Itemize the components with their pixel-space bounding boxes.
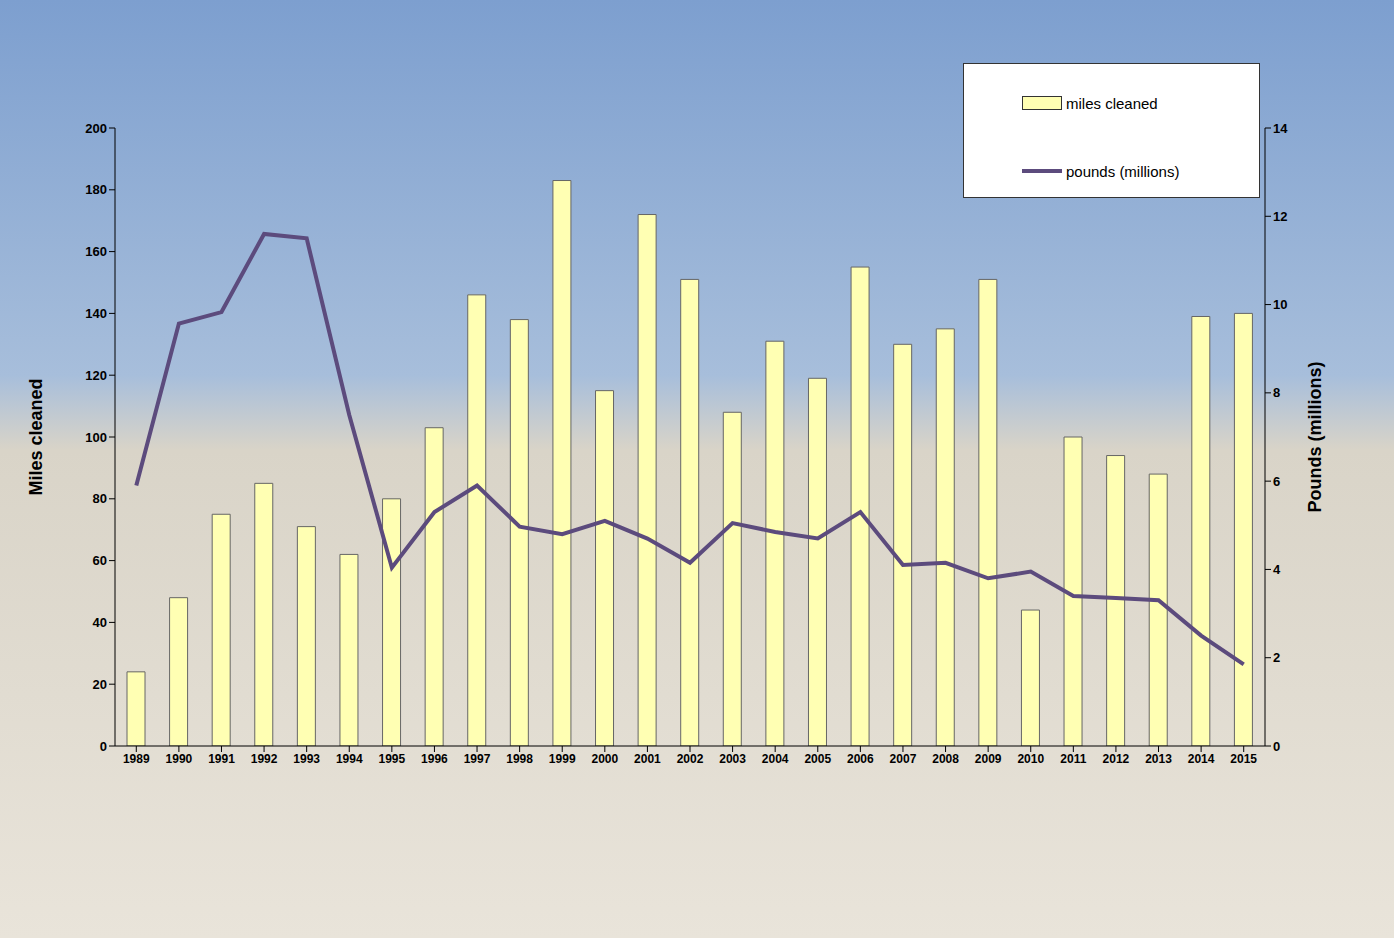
svg-text:1994: 1994 [336,752,363,766]
svg-text:2014: 2014 [1188,752,1215,766]
svg-text:Miles cleaned: Miles cleaned [26,378,46,495]
svg-text:2008: 2008 [932,752,959,766]
svg-text:2005: 2005 [804,752,831,766]
svg-text:2010: 2010 [1017,752,1044,766]
svg-text:1997: 1997 [464,752,491,766]
svg-text:2001: 2001 [634,752,661,766]
svg-text:40: 40 [93,615,107,630]
svg-text:1993: 1993 [293,752,320,766]
svg-text:2007: 2007 [890,752,917,766]
svg-text:20: 20 [93,677,107,692]
svg-text:1991: 1991 [208,752,235,766]
svg-text:60: 60 [93,553,107,568]
svg-text:4: 4 [1273,562,1281,577]
svg-text:1999: 1999 [549,752,576,766]
svg-text:2004: 2004 [762,752,789,766]
svg-text:0: 0 [100,739,107,754]
svg-text:1992: 1992 [251,752,278,766]
svg-text:12: 12 [1273,209,1287,224]
svg-text:2006: 2006 [847,752,874,766]
svg-text:2012: 2012 [1103,752,1130,766]
svg-text:0: 0 [1273,739,1280,754]
svg-text:180: 180 [85,182,107,197]
svg-text:200: 200 [85,121,107,136]
svg-text:1990: 1990 [166,752,193,766]
svg-text:160: 160 [85,244,107,259]
svg-text:14: 14 [1273,121,1288,136]
svg-text:8: 8 [1273,385,1280,400]
svg-text:2015: 2015 [1230,752,1257,766]
svg-text:2002: 2002 [677,752,704,766]
svg-text:6: 6 [1273,474,1280,489]
svg-text:1995: 1995 [379,752,406,766]
svg-text:140: 140 [85,306,107,321]
svg-text:2011: 2011 [1060,752,1086,766]
svg-text:2013: 2013 [1145,752,1172,766]
svg-text:2009: 2009 [975,752,1002,766]
svg-text:1998: 1998 [506,752,533,766]
html-text:pounds (millions): pounds (millions) [1066,162,1180,180]
svg-text:2000: 2000 [591,752,618,766]
svg-text:80: 80 [93,491,107,506]
svg-text:2: 2 [1273,650,1280,665]
svg-text:120: 120 [85,368,107,383]
svg-text:100: 100 [85,430,107,445]
svg-text:1996: 1996 [421,752,448,766]
html-text:miles cleaned: miles cleaned [1066,94,1158,112]
svg-text:10: 10 [1273,297,1287,312]
svg-text:1989: 1989 [123,752,150,766]
svg-text:Pounds (millions): Pounds (millions) [1305,361,1325,512]
svg-text:2003: 2003 [719,752,746,766]
